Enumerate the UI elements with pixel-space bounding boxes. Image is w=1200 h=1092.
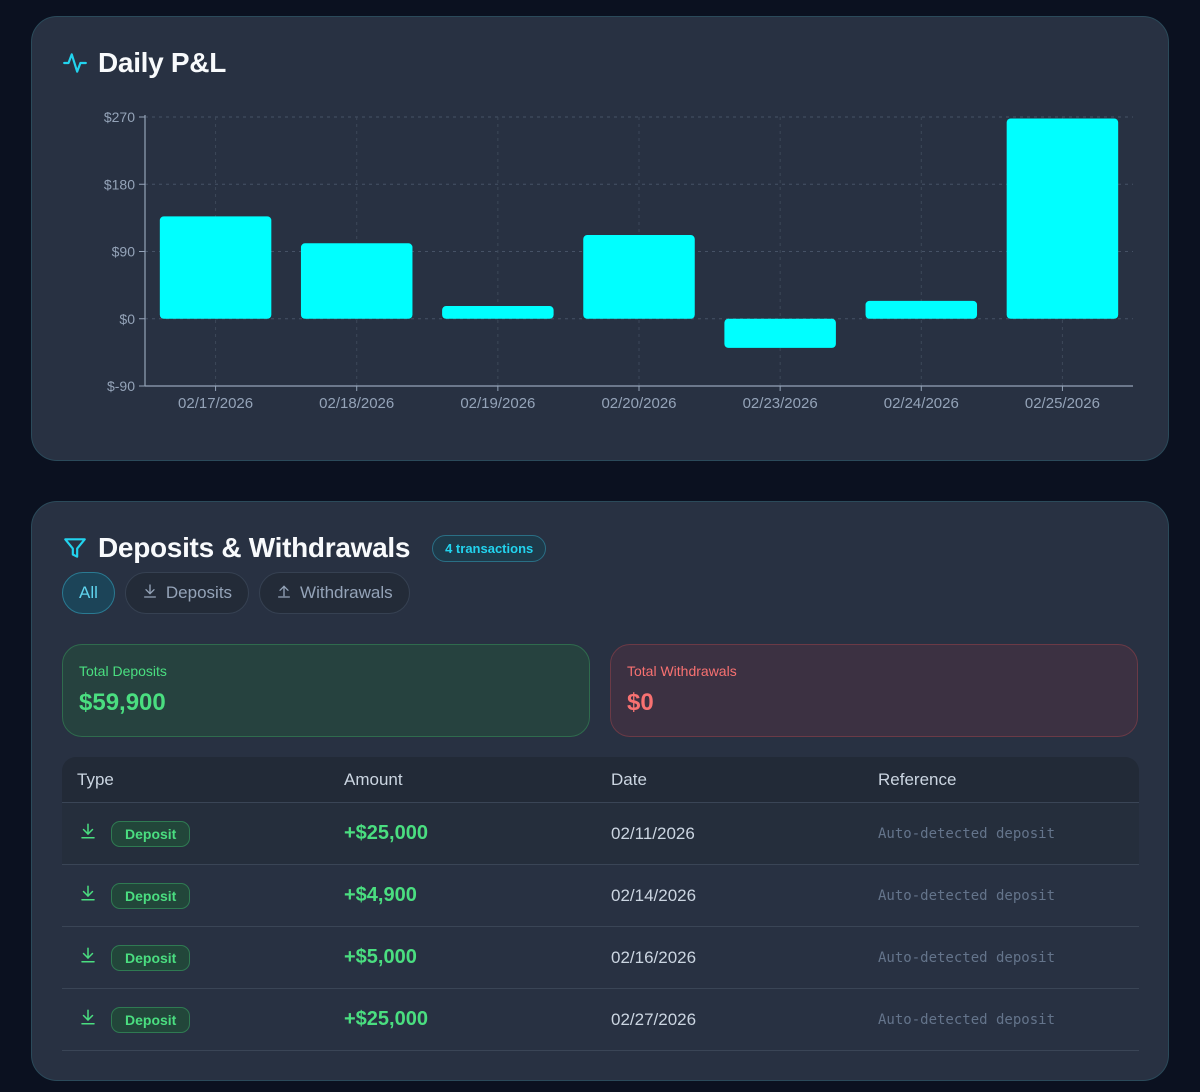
total-withdrawals-label: Total Withdrawals	[627, 663, 737, 679]
dw-header: Deposits & Withdrawals 4 transactions	[62, 532, 547, 564]
download-icon	[79, 946, 97, 969]
total-withdrawals-value: $0	[627, 689, 654, 716]
filter-deposits-button[interactable]: Deposits	[124, 572, 250, 614]
header-type: Type	[77, 769, 114, 789]
bar-02/19/2026	[442, 306, 554, 319]
bar-02/20/2026	[583, 235, 695, 319]
date-cell: 02/14/2026	[611, 885, 697, 905]
y-tick-label: $0	[119, 311, 135, 327]
type-cell: Deposit	[62, 820, 329, 847]
pnl-header: Daily P&L	[62, 47, 226, 79]
filter-withdrawals-label: Withdrawals	[300, 583, 393, 602]
amount-cell: +$25,000	[344, 822, 428, 844]
date-cell: 02/16/2026	[611, 947, 697, 967]
y-tick-label: $180	[104, 176, 135, 192]
amount-cell: +$5,000	[344, 946, 417, 968]
x-tick-label: 02/20/2026	[601, 395, 676, 412]
y-tick-label: $-90	[107, 378, 135, 394]
deposit-badge: Deposit	[111, 820, 191, 847]
bar-02/17/2026	[159, 216, 272, 319]
total-deposits-card: Total Deposits $59,900	[62, 644, 590, 737]
deposit-badge: Deposit	[111, 882, 191, 909]
x-tick-label: 02/17/2026	[178, 395, 253, 412]
transaction-count-badge: 4 transactions	[432, 534, 547, 562]
bar-02/24/2026	[865, 300, 978, 319]
table-row: Deposit +$25,000 02/27/2026 Auto-detecte…	[62, 989, 1139, 1051]
x-tick-label: 02/18/2026	[319, 395, 394, 412]
deposit-badge: Deposit	[111, 1006, 191, 1033]
pnl-bar-chart: $270 $180 $90 $0 $-90 02/17/2026 02/18/2026 02/…	[104, 109, 1133, 412]
deposit-badge: Deposit	[111, 944, 191, 971]
type-cell: Deposit	[62, 1006, 329, 1033]
header-date: Date	[611, 769, 647, 789]
activity-icon	[62, 50, 88, 76]
table-row: Deposit +$25,000 02/11/2026 Auto-detecte…	[62, 803, 1139, 865]
download-icon	[79, 822, 97, 845]
filter-all-label: All	[79, 583, 98, 602]
y-tick-label: $90	[112, 244, 136, 260]
amount-cell: +$4,900	[344, 884, 417, 906]
type-cell: Deposit	[62, 944, 329, 971]
table-row: Deposit +$4,900 02/14/2026 Auto-detected…	[62, 865, 1139, 927]
transactions-table: Type Amount Date Reference Deposit +$25,…	[62, 757, 1139, 1051]
date-cell: 02/11/2026	[611, 823, 695, 843]
filter-deposits-label: Deposits	[165, 583, 233, 602]
upload-icon	[276, 583, 292, 604]
x-tick-label: 02/25/2026	[1025, 395, 1100, 412]
type-cell: Deposit	[62, 882, 329, 909]
total-withdrawals-card: Total Withdrawals $0	[610, 644, 1138, 737]
bar-02/23/2026	[724, 318, 836, 348]
table-header: Type Amount Date Reference	[62, 757, 1139, 803]
reference-cell: Auto-detected deposit	[878, 825, 1056, 842]
bar-02/18/2026	[300, 243, 413, 319]
download-icon	[142, 583, 158, 604]
y-tick-label: $270	[104, 109, 135, 125]
download-icon	[79, 1008, 97, 1031]
date-cell: 02/27/2026	[611, 1009, 697, 1029]
pnl-title: Daily P&L	[98, 47, 227, 78]
total-deposits-label: Total Deposits	[79, 663, 167, 679]
header-reference: Reference	[878, 769, 957, 789]
total-deposits-value: $59,900	[79, 689, 166, 716]
bar-02/25/2026	[1006, 118, 1119, 319]
download-icon	[79, 884, 97, 907]
x-tick-label: 02/23/2026	[743, 395, 818, 412]
filter-icon	[62, 535, 88, 561]
table-row: Deposit +$5,000 02/16/2026 Auto-detected…	[62, 927, 1139, 989]
dw-title: Deposits & Withdrawals	[98, 532, 411, 563]
filter-all-button[interactable]: All	[62, 572, 115, 614]
amount-cell: +$25,000	[344, 1008, 428, 1030]
x-tick-label: 02/24/2026	[884, 395, 959, 412]
deposits-withdrawals-card: Deposits & Withdrawals 4 transactions Al…	[31, 501, 1169, 1081]
x-tick-label: 02/19/2026	[460, 395, 535, 412]
daily-pnl-card: Daily P&L $270 $180 $90 $0 $-90 02/17/2026 02/…	[31, 16, 1169, 461]
reference-cell: Auto-detected deposit	[878, 949, 1056, 966]
filter-tabs: All Deposits Withdrawals	[62, 572, 410, 614]
filter-withdrawals-button[interactable]: Withdrawals	[259, 572, 410, 614]
header-amount: Amount	[344, 769, 403, 789]
reference-cell: Auto-detected deposit	[878, 887, 1056, 904]
reference-cell: Auto-detected deposit	[878, 1011, 1056, 1028]
